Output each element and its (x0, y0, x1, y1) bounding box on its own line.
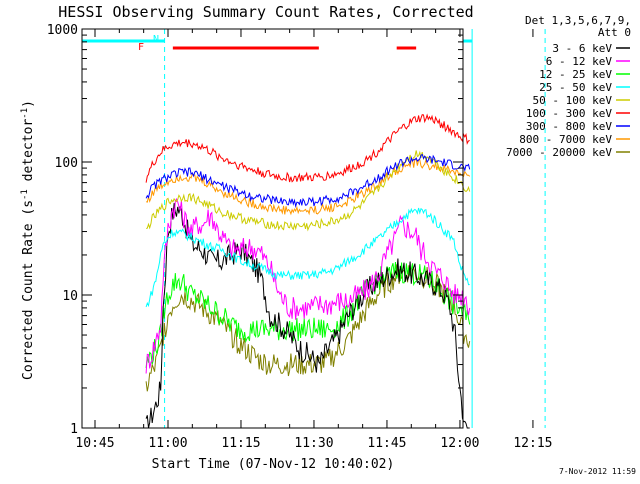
y-axis-label-main: Corrected Count Rate (s (21, 200, 36, 380)
series-line-300-800-keV (145, 153, 471, 209)
night-flag-label: N (153, 34, 159, 45)
legend-label-3: 25 - 50 keV (539, 81, 612, 94)
y-tick-label-1: 10 (62, 289, 78, 304)
plot-area (81, 28, 546, 429)
series-line-12-25-keV (145, 261, 471, 368)
y-axis-label-end: ) (21, 100, 36, 108)
x-axis: 10:45 11:00 11:15 11:30 11:45 12:00 12:15 (75, 29, 553, 451)
legend-label-1: 6 - 12 keV (546, 55, 613, 68)
x-tick-label-0: 10:45 (75, 436, 114, 451)
series-line-6-12-keV (145, 197, 471, 374)
flare-flag-label: F (138, 42, 144, 53)
x-tick-label-5: 12:00 (440, 436, 479, 451)
chart-title: HESSI Observing Summary Count Rates, Cor… (58, 3, 473, 21)
series-line-50-100-keV (146, 150, 471, 232)
y-axis-label-mid: detector (21, 119, 36, 190)
legend-header-line2: Att 0 (598, 26, 631, 39)
x-tick-label-2: 11:15 (221, 436, 260, 451)
x-tick-label-6: 12:15 (513, 436, 552, 451)
y-tick-label-3: 1000 (47, 23, 78, 38)
x-tick-label-1: 11:00 (148, 436, 187, 451)
legend-label-2: 12 - 25 keV (539, 68, 612, 81)
legend-label-0: 3 - 6 keV (552, 42, 612, 55)
legend-label-6: 300 - 800 keV (526, 120, 612, 133)
series-line-7000-20000-keV (145, 264, 471, 392)
y-axis: 1 10 100 1000 (47, 23, 463, 437)
legend-label-5: 100 - 300 keV (526, 107, 612, 120)
x-tick-label-3: 11:30 (294, 436, 333, 451)
y-tick-label-2: 100 (55, 156, 78, 171)
y-axis-label-sup1: -1 (20, 189, 30, 200)
series-line-25-50-keV (145, 207, 470, 308)
x-tick-label-4: 11:45 (367, 436, 406, 451)
y-axis-label-sup2: -1 (20, 108, 30, 119)
legend-label-4: 50 - 100 keV (533, 94, 613, 107)
series-line-100-300-keV (145, 113, 470, 183)
plot-frame (81, 28, 464, 429)
legend-header-line1: Det 1,3,5,6,7,9, (525, 14, 631, 27)
y-axis-label: Corrected Count Rate (s-1 detector-1) (20, 100, 36, 380)
legend-label-8: 7000 - 20000 keV (506, 146, 612, 159)
y-tick-label-0: 1 (70, 422, 78, 437)
legend-label-7: 800 - 7000 keV (519, 133, 612, 146)
timestamp: 7-Nov-2012 11:59 (559, 467, 636, 476)
series-line-3-6-keV (145, 203, 470, 429)
x-axis-label: Start Time (07-Nov-12 10:40:02) (152, 457, 395, 472)
